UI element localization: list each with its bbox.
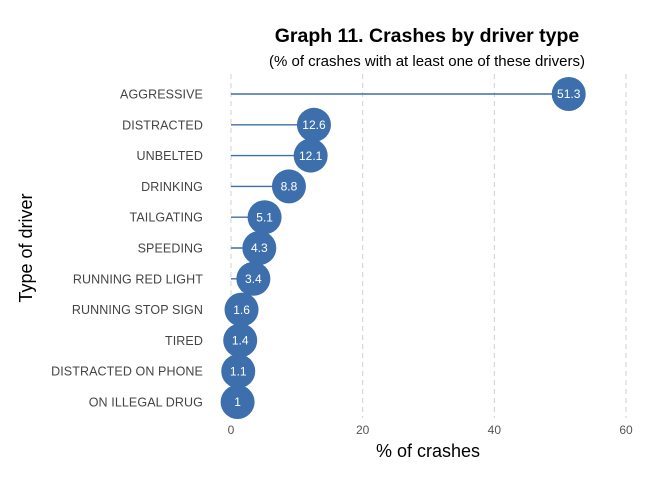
category-label: DRINKING [141,180,203,194]
value-label: 12.6 [302,118,326,132]
category-label: SPEEDING [138,242,203,256]
y-axis-title: Type of driver [16,193,36,302]
lollipop-bubble [242,231,277,265]
category-label: AGGRESSIVE [120,88,203,102]
gridlines [230,74,627,418]
lollipop-bubble [296,107,331,142]
lollipop-bubble [223,323,258,358]
category-label: DISTRACTED ON PHONE [51,365,203,379]
value-label: 4.3 [251,241,268,255]
x-tick-label: 0 [228,423,235,437]
category-label: RUNNING STOP SIGN [72,303,203,317]
lollipop-bubble [224,292,259,327]
category-label: DISTRACTED [122,118,203,132]
category-label: ON ILLEGAL DRUG [89,396,203,410]
lollipop-bubble [293,138,328,173]
lollipop-bubble [220,385,255,419]
chart-subtitle: (% of crashes with at least one of these… [269,53,585,70]
lollipop-bubble [221,354,256,389]
y-axis-categories: AGGRESSIVE DISTRACTED UNBELTED DRINKING TAIL… [51,88,203,410]
value-label: 1 [234,395,241,409]
value-label: 5.1 [256,210,273,224]
lollipop-bubble [247,200,282,235]
x-axis-ticks: 0 20 40 60 [228,423,633,437]
value-label: 1.1 [230,364,247,378]
value-label: 51.3 [557,87,581,101]
lollipop-bubble [236,261,271,296]
x-tick-label: 40 [488,423,502,437]
category-label: TAILGATING [130,211,203,225]
data-marks: 51.3 12.6 12.1 8.8 5.1 4.3 3.4 1.6 1.4 1.1 1 [220,77,586,419]
category-label: UNBELTED [136,149,203,163]
lollipop-bubble [551,77,586,111]
value-label: 8.8 [281,180,298,194]
value-label: 3.4 [245,272,262,286]
value-label: 1.4 [232,334,249,348]
category-label: RUNNING RED LIGHT [73,272,203,286]
lollipop-bubble [271,169,306,204]
chart-title: Graph 11. Crashes by driver type [275,25,580,47]
x-tick-label: 60 [619,423,633,437]
value-label: 1.6 [233,303,250,317]
x-axis-title: % of crashes [376,441,480,461]
category-label: TIRED [165,334,203,348]
x-tick-label: 20 [356,423,370,437]
value-label: 12.1 [299,149,323,163]
